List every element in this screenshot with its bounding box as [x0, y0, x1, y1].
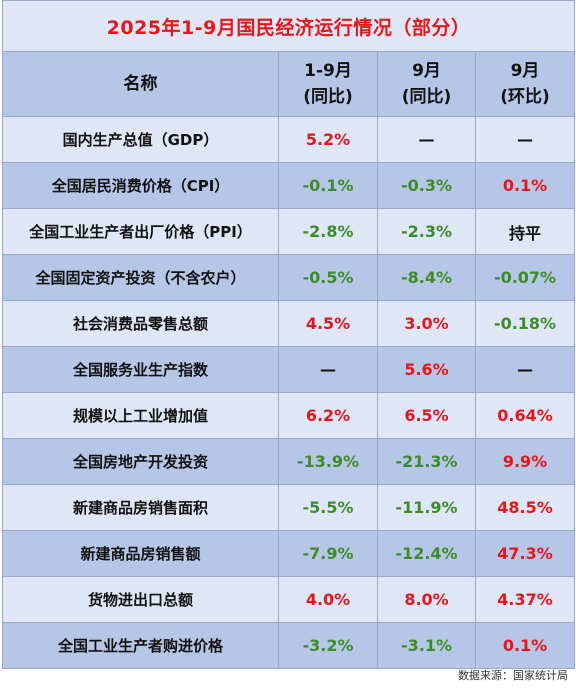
- header-col2-line1: 9月: [412, 61, 441, 81]
- table-row: 社会消费品零售总额 4.5% 3.0% -0.18%: [2, 300, 576, 347]
- header-col1-line2: (同比): [303, 87, 353, 107]
- value-month-mom: -0.07%: [474, 254, 576, 301]
- value-month-mom: 4.37%: [474, 576, 576, 623]
- value-month-yoy: -12.4%: [377, 530, 476, 577]
- table-row: 全国服务业生产指数 —5.6% —: [2, 346, 576, 393]
- value-ytd-yoy: -3.2%: [278, 622, 378, 669]
- table-row: 全国居民消费价格（CPI） -0.1% -0.3% 0.1%: [2, 162, 576, 209]
- value-ytd-yoy: 5.2%: [278, 116, 378, 163]
- value-ytd-yoy: -0.5%: [278, 254, 378, 301]
- table-row: 规模以上工业增加值 6.2% 6.5% 0.64%: [2, 392, 576, 439]
- table-title: 2025年1-9月国民经济运行情况（部分）: [1, 0, 576, 52]
- data-source: 数据来源：国家统计局: [458, 669, 568, 682]
- indicator-name: 全国工业生产者购进价格: [2, 622, 279, 669]
- header-col2-line2: (同比): [401, 87, 452, 107]
- indicator-name: 全国服务业生产指数: [2, 346, 279, 393]
- value-month-yoy: 3.0%: [377, 300, 476, 347]
- value-month-yoy: 8.0%: [377, 576, 476, 623]
- value-ytd-yoy: -13.9%: [278, 438, 378, 485]
- header-col3-line1: 9月: [510, 61, 540, 81]
- value-month-mom: 持平: [474, 208, 576, 255]
- value-ytd-yoy: —: [278, 346, 378, 393]
- value-month-yoy: -8.4%: [377, 254, 476, 301]
- value-month-yoy: -11.9%: [377, 484, 476, 531]
- table-row: 全国房地产开发投资 -13.9% -21.3% 9.9%: [2, 438, 576, 485]
- table-row: 货物进出口总额 4.0% 8.0% 4.37%: [2, 576, 576, 623]
- value-month-yoy: 6.5%: [377, 392, 476, 439]
- value-month-mom: —: [474, 116, 576, 163]
- stats-table: 2025年1-9月国民经济运行情况（部分） 名称 1-9月 (同比) 9月 (同…: [1, 0, 576, 669]
- indicator-name: 国内生产总值（GDP）: [2, 116, 279, 163]
- value-month-yoy: -0.3%: [377, 162, 476, 209]
- header-col3: 9月 (环比): [474, 51, 576, 117]
- table-row: 新建商品房销售额 -7.9% -12.4% 47.3%: [2, 530, 576, 577]
- indicator-name: 规模以上工业增加值: [2, 392, 279, 439]
- header-name: 名称: [2, 51, 279, 117]
- indicator-name: 全国工业生产者出厂价格（PPI）: [2, 208, 279, 255]
- indicator-name: 社会消费品零售总额: [2, 300, 279, 347]
- value-month-mom: 47.3%: [474, 530, 576, 577]
- value-month-yoy: -21.3%: [377, 438, 476, 485]
- header-col3-line2: (环比): [500, 87, 550, 107]
- table-row: 全国工业生产者出厂价格（PPI） -2.8% -2.3% 持平: [2, 208, 576, 255]
- title-row: 2025年1-9月国民经济运行情况（部分）: [1, 0, 576, 52]
- table-row: 全国固定资产投资（不含农户） -0.5% -8.4% -0.07%: [2, 254, 576, 301]
- value-month-mom: -0.18%: [474, 300, 576, 347]
- value-ytd-yoy: -2.8%: [278, 208, 378, 255]
- indicator-name: 全国固定资产投资（不含农户）: [2, 254, 279, 301]
- table-row: 全国工业生产者购进价格 -3.2% -3.1% 0.1%: [2, 622, 576, 669]
- value-month-mom: —: [474, 346, 576, 393]
- header-col1: 1-9月 (同比): [278, 51, 378, 117]
- header-col2: 9月 (同比): [377, 51, 476, 117]
- value-month-mom: 0.64%: [474, 392, 576, 439]
- value-ytd-yoy: 6.2%: [278, 392, 378, 439]
- value-ytd-yoy: 4.5%: [278, 300, 378, 347]
- value-month-yoy: -2.3%: [377, 208, 476, 255]
- header-row: 名称 1-9月 (同比) 9月 (同比) 9月 (环比): [2, 51, 576, 117]
- value-month-yoy: -3.1%: [377, 622, 476, 669]
- value-month-mom: 9.9%: [474, 438, 576, 485]
- table-row: 新建商品房销售面积 -5.5% -11.9% 48.5%: [2, 484, 576, 531]
- value-month-mom: 0.1%: [474, 162, 576, 209]
- table-row: 国内生产总值（GDP） 5.2% — —: [2, 116, 576, 163]
- value-ytd-yoy: 4.0%: [278, 576, 378, 623]
- indicator-name: 新建商品房销售额: [2, 530, 279, 577]
- indicator-name: 货物进出口总额: [2, 576, 279, 623]
- value-month-mom: 0.1%: [474, 622, 576, 669]
- value-month-yoy: 5.6%: [377, 346, 476, 393]
- indicator-name: 全国房地产开发投资: [2, 438, 279, 485]
- header-col1-line1: 1-9月: [304, 61, 352, 81]
- indicator-name: 新建商品房销售面积: [2, 484, 279, 531]
- value-ytd-yoy: -5.5%: [278, 484, 378, 531]
- value-ytd-yoy: -0.1%: [278, 162, 378, 209]
- value-month-mom: 48.5%: [474, 484, 576, 531]
- indicator-name: 全国居民消费价格（CPI）: [2, 162, 279, 209]
- value-ytd-yoy: -7.9%: [278, 530, 378, 577]
- value-month-yoy: —: [377, 116, 476, 163]
